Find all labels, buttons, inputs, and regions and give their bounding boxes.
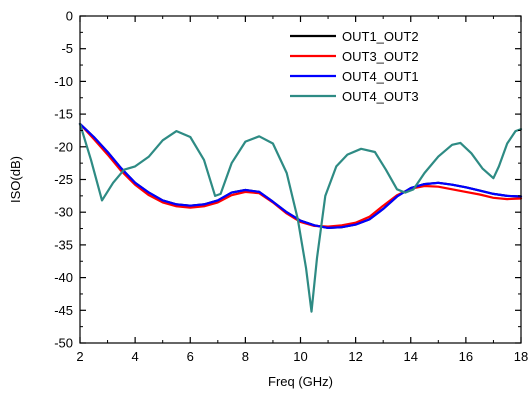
legend-label: OUT4_OUT1 (342, 69, 419, 84)
y-tick-label: -40 (54, 270, 73, 285)
series-layer (78, 122, 523, 313)
y-tick-label: -25 (54, 172, 73, 187)
series-line-out3-out2 (78, 122, 523, 228)
x-tick-label: 10 (293, 349, 307, 364)
y-tick-label: -35 (54, 237, 73, 252)
y-tick-label: -30 (54, 205, 73, 220)
y-tick-label: -5 (61, 41, 73, 56)
y-tick-label: -50 (54, 336, 73, 351)
x-tick-label: 16 (459, 349, 473, 364)
x-tick-label: 8 (242, 349, 249, 364)
legend-label: OUT4_OUT3 (342, 89, 419, 104)
x-axis-title: Freq (GHz) (268, 374, 333, 389)
y-axis-title: ISO(dB) (8, 156, 23, 203)
series-line-out4-out3 (78, 122, 523, 313)
y-tick-label: -45 (54, 303, 73, 318)
y-tick-label: -15 (54, 107, 73, 122)
x-tick-label: 14 (404, 349, 418, 364)
y-tick-label: -10 (54, 74, 73, 89)
y-tick-label: 0 (66, 9, 73, 24)
x-tick-label: 6 (187, 349, 194, 364)
legend: OUT1_OUT2 OUT3_OUT2 OUT4_OUT1 OUT4_OUT3 (290, 29, 419, 104)
x-tick-label: 4 (132, 349, 139, 364)
x-tick-label: 12 (348, 349, 362, 364)
axes-layer: 2 4 6 8 10 12 14 16 18 0 -5 -10 -15 -20 -25 -30 -35 -40 -4… (54, 9, 528, 365)
series-line-out4-out1 (78, 122, 523, 229)
y-tick-label: -20 (54, 139, 73, 154)
x-tick-label: 2 (76, 349, 83, 364)
x-tick-label: 18 (514, 349, 528, 364)
legend-label: OUT1_OUT2 (342, 29, 419, 44)
legend-label: OUT3_OUT2 (342, 49, 419, 64)
